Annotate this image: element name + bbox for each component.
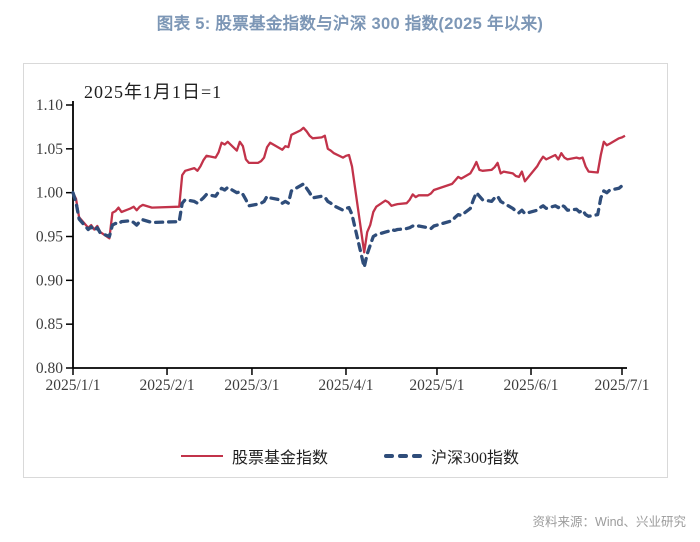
y-tick-label: 1.00 bbox=[36, 185, 63, 202]
y-tick-label: 0.95 bbox=[36, 229, 63, 246]
x-tick-label: 2025/2/1 bbox=[139, 377, 194, 394]
page-title: 图表 5: 股票基金指数与沪深 300 指数(2025 年以来) bbox=[156, 15, 544, 33]
y-tick-label: 0.90 bbox=[36, 272, 63, 289]
red-solid-line-sample bbox=[180, 455, 223, 457]
base-date-annotation: 2025年1月1日=1 bbox=[84, 82, 223, 102]
x-tick-label: 2025/7/1 bbox=[594, 377, 649, 394]
x-tick-label: 2025/1/1 bbox=[45, 377, 100, 394]
x-tick-label: 2025/3/1 bbox=[224, 377, 279, 394]
navy-dashed-line-sample bbox=[384, 454, 422, 458]
legend-label-csi300: 沪深300指数 bbox=[431, 450, 520, 467]
x-tick-label: 2025/5/1 bbox=[409, 377, 464, 394]
x-tick-label: 2025/4/1 bbox=[318, 377, 373, 394]
legend-item-fund-index: 股票基金指数 bbox=[180, 444, 328, 468]
legend-label-fund-index: 股票基金指数 bbox=[231, 450, 328, 467]
y-tick-label: 0.80 bbox=[36, 360, 63, 377]
chart-legend: 股票基金指数 沪深300指数 bbox=[0, 444, 700, 468]
legend-item-csi300: 沪深300指数 bbox=[384, 444, 519, 468]
csi300-line bbox=[71, 180, 627, 269]
x-tick-label: 2025/6/1 bbox=[503, 377, 558, 394]
fund-index-line bbox=[71, 126, 626, 254]
y-tick-label: 1.05 bbox=[36, 141, 63, 158]
data-source-note: 资料来源：Wind、兴业研究 bbox=[532, 515, 686, 529]
y-tick-label: 1.10 bbox=[36, 97, 63, 114]
y-tick-label: 0.85 bbox=[36, 316, 63, 333]
chart-frame bbox=[23, 63, 668, 478]
